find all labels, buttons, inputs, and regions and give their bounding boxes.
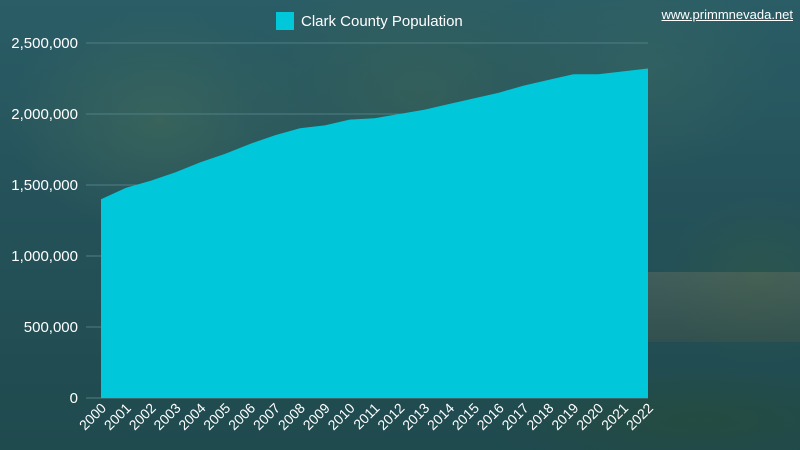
- y-tick-label: 1,500,000: [11, 177, 78, 194]
- x-tick-label: 2022: [623, 400, 656, 433]
- x-tick-label: 2016: [474, 400, 507, 433]
- x-tick-label: 2015: [449, 400, 482, 433]
- x-tick-label: 2007: [250, 400, 283, 433]
- x-tick-label: 2017: [498, 400, 531, 433]
- legend-swatch: [276, 12, 294, 30]
- x-tick-label: 2020: [573, 400, 606, 433]
- x-tick-label: 2012: [374, 400, 407, 433]
- series-area-clark-county-population: [101, 68, 648, 398]
- legend-label: Clark County Population: [301, 13, 463, 30]
- x-tick-label: 2014: [424, 400, 457, 433]
- y-tick-label: 2,500,000: [11, 35, 78, 52]
- x-tick-label: 2021: [598, 400, 631, 433]
- x-tick-label: 2019: [548, 400, 581, 433]
- y-tick-label: 2,000,000: [11, 106, 78, 123]
- area-series: [101, 68, 648, 398]
- watermark-link[interactable]: www.primmnevada.net: [661, 7, 794, 22]
- legend: Clark County Population: [276, 12, 463, 30]
- x-axis-ticks: 2000200120022003200420052006200720082009…: [76, 400, 656, 433]
- x-tick-label: 2002: [126, 400, 159, 433]
- y-tick-label: 500,000: [24, 319, 78, 336]
- x-tick-label: 2008: [275, 400, 308, 433]
- x-tick-label: 2000: [76, 400, 109, 433]
- x-tick-label: 2003: [150, 400, 183, 433]
- x-tick-label: 2013: [399, 400, 432, 433]
- x-tick-label: 2005: [200, 400, 233, 433]
- x-tick-label: 2010: [324, 400, 357, 433]
- y-axis-ticks: 0 500,000 1,000,000 1,500,000 2,000,000 2,500…: [11, 35, 78, 407]
- y-tick-label: 1,000,000: [11, 248, 78, 265]
- x-tick-label: 2009: [300, 400, 333, 433]
- y-tick-label: 0: [70, 390, 78, 407]
- x-tick-label: 2004: [175, 400, 208, 433]
- x-tick-label: 2006: [225, 400, 258, 433]
- x-tick-label: 2001: [101, 400, 134, 433]
- x-tick-label: 2018: [523, 400, 556, 433]
- background-building: [648, 272, 800, 342]
- x-tick-label: 2011: [350, 400, 383, 433]
